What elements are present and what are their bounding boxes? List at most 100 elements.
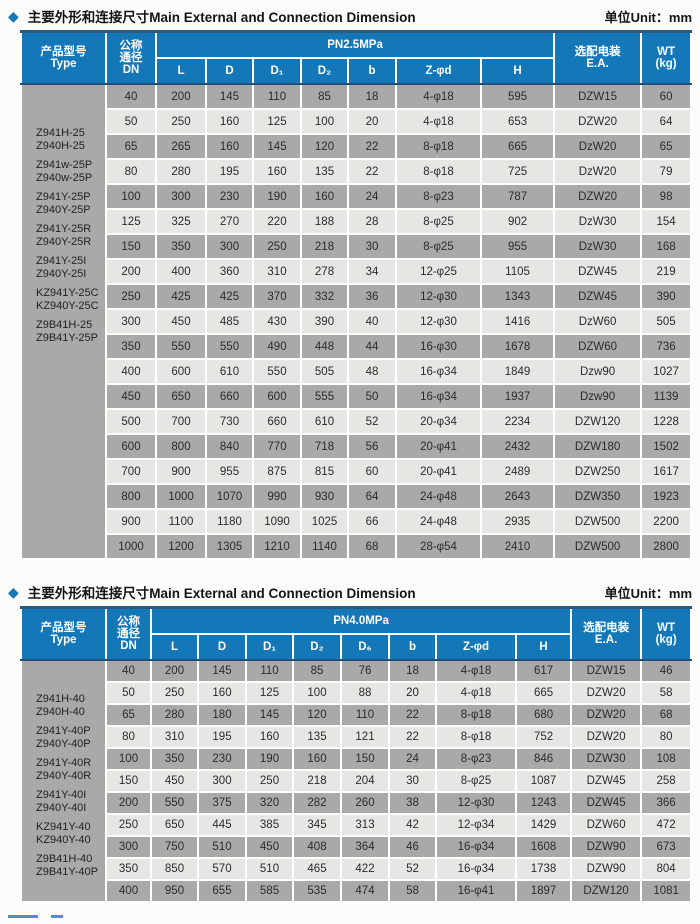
table-cell: DzW60	[553, 308, 643, 335]
col-header-wt: WT (kg)	[640, 30, 693, 85]
col-header-pn: PN2.5MPa	[154, 30, 556, 59]
table-cell: 16-φ41	[435, 879, 517, 903]
table-cell: 12-φ30	[435, 791, 517, 815]
table-row: 250 425 425 370 332 36 12-φ30 1343 DZW45 390	[21, 283, 693, 310]
table-cell: 76	[340, 659, 390, 683]
product-type-pair: Z941Y-40R Z940Y-40R	[36, 757, 105, 783]
table-cell: 660	[252, 408, 302, 435]
table-cell: 585	[245, 879, 294, 903]
table-cell: 12-φ30	[395, 308, 482, 335]
table-cell: 300	[105, 835, 152, 859]
table-cell: 4-φ18	[395, 108, 482, 135]
diamond-icon: ◆	[8, 584, 19, 600]
table-cell: 300	[205, 233, 254, 260]
table-cell: 52	[388, 857, 437, 881]
table-cell: 46	[640, 659, 693, 683]
table-cell: 4-φ18	[435, 659, 517, 683]
col-header-D1: D₁	[245, 633, 294, 661]
table-cell: 120	[300, 133, 349, 160]
table-cell: 375	[197, 791, 247, 815]
table-cell: 490	[252, 333, 302, 360]
section2-titlebar: ◆ 主要外形和连接尺寸Main External and Connection …	[0, 576, 700, 606]
table-cell: 100	[105, 747, 152, 771]
table-cell: 815	[300, 458, 349, 485]
table-cell: 1429	[514, 813, 573, 837]
table-cell: 218	[292, 769, 342, 793]
table-cell: 505	[300, 358, 349, 385]
table-cell: 220	[252, 208, 302, 235]
table-cell: 22	[347, 158, 397, 185]
table-cell: 85	[300, 83, 349, 110]
table-cell: 160	[300, 183, 349, 210]
table-cell: 400	[155, 258, 207, 285]
table-cell: DZW500	[553, 533, 643, 560]
table-row: 700 900 955 875 815 60 20-φ41 2489 DZW250 1617	[21, 458, 693, 485]
product-type-label: Z940Y-25I	[36, 268, 87, 280]
table-cell: 20-φ41	[395, 433, 482, 460]
table-row: 600 800 840 770 718 56 20-φ41 2432 DZW180 1502	[21, 433, 693, 460]
table-cell: 160	[252, 158, 302, 185]
table-cell: 125	[105, 208, 157, 235]
table-cell: 673	[640, 835, 693, 859]
table-cell: DZW500	[553, 508, 643, 535]
table-cell: DZW180	[553, 433, 643, 460]
table-cell: 1897	[514, 879, 573, 903]
product-type-pair: Z941w-25P Z940w-25P	[36, 159, 105, 185]
col-header-ea: 选配电装 E.A.	[553, 30, 643, 85]
table-row: 350 850 570 510 465 422 52 16-φ34 1738 DZW90 804	[21, 857, 693, 881]
table-cell: 1343	[479, 283, 556, 310]
section1-unit-label: 单位Unit：mm	[604, 9, 692, 25]
table-cell: 250	[252, 233, 302, 260]
table-cell: 265	[155, 133, 207, 160]
table-cell: 2489	[479, 458, 556, 485]
table-cell: 22	[347, 133, 397, 160]
table-cell: 160	[205, 108, 254, 135]
table-cell: 121	[340, 725, 390, 749]
table-cell: 1140	[300, 533, 349, 560]
col-header-D2: D₂	[300, 57, 349, 85]
table-cell: 510	[197, 835, 247, 859]
table-cell: 65	[640, 133, 693, 160]
table-cell: 2234	[479, 408, 556, 435]
table-cell: DzW20	[553, 158, 643, 185]
table-cell: 2643	[479, 483, 556, 510]
table-row: 300 750 510 450 408 364 46 16-φ34 1608 DZW90 673	[21, 835, 693, 859]
col-header-zd: Z-φd	[395, 57, 482, 85]
table-cell: 550	[252, 358, 302, 385]
product-type-label: Z940Y-40P	[36, 738, 91, 750]
table-cell: 650	[155, 383, 207, 410]
table-cell: Dzw90	[553, 383, 643, 410]
table-cell: 800	[105, 483, 157, 510]
table-cell: 408	[292, 835, 342, 859]
product-type-label: Z941H-40	[36, 693, 85, 705]
table-cell: DzW30	[553, 233, 643, 260]
table-cell: 34	[347, 258, 397, 285]
table-cell: 200	[155, 83, 207, 110]
product-type-label: KZ941Y-40	[36, 821, 91, 833]
table-cell: 36	[347, 283, 397, 310]
table-cell: 350	[150, 747, 199, 771]
table-cell: 1070	[205, 483, 254, 510]
table-cell: 955	[205, 458, 254, 485]
table-row: 65 280 180 145 120 110 22 8-φ18 680 DZW20 68	[21, 703, 693, 727]
table-cell: 219	[640, 258, 693, 285]
product-type-label: Z940Y-25R	[36, 236, 92, 248]
table-cell: 680	[514, 703, 573, 727]
table-cell: 550	[205, 333, 254, 360]
table-cell: 900	[155, 458, 207, 485]
product-type-cell: Z941H-25 Z940H-25 Z941w-25P Z940w-25P Z941Y-…	[20, 83, 107, 560]
table-cell: 665	[479, 133, 556, 160]
table-cell: 16-φ34	[395, 358, 482, 385]
col-header-dn: 公称 通径 DN	[105, 606, 152, 661]
table-cell: DZW30	[570, 747, 643, 771]
table-cell: 730	[205, 408, 254, 435]
col-header-b: b	[388, 633, 437, 661]
table-cell: 2800	[640, 533, 693, 560]
table-cell: 100	[292, 681, 342, 705]
table-cell: 110	[252, 83, 302, 110]
table-row: 1000 1200 1305 1210 1140 68 28-φ54 2410 DZW500 28…	[21, 533, 693, 560]
table-cell: 68	[640, 703, 693, 727]
table-cell: DZW45	[570, 791, 643, 815]
table-cell: DZW15	[570, 659, 643, 683]
table-cell: 2410	[479, 533, 556, 560]
